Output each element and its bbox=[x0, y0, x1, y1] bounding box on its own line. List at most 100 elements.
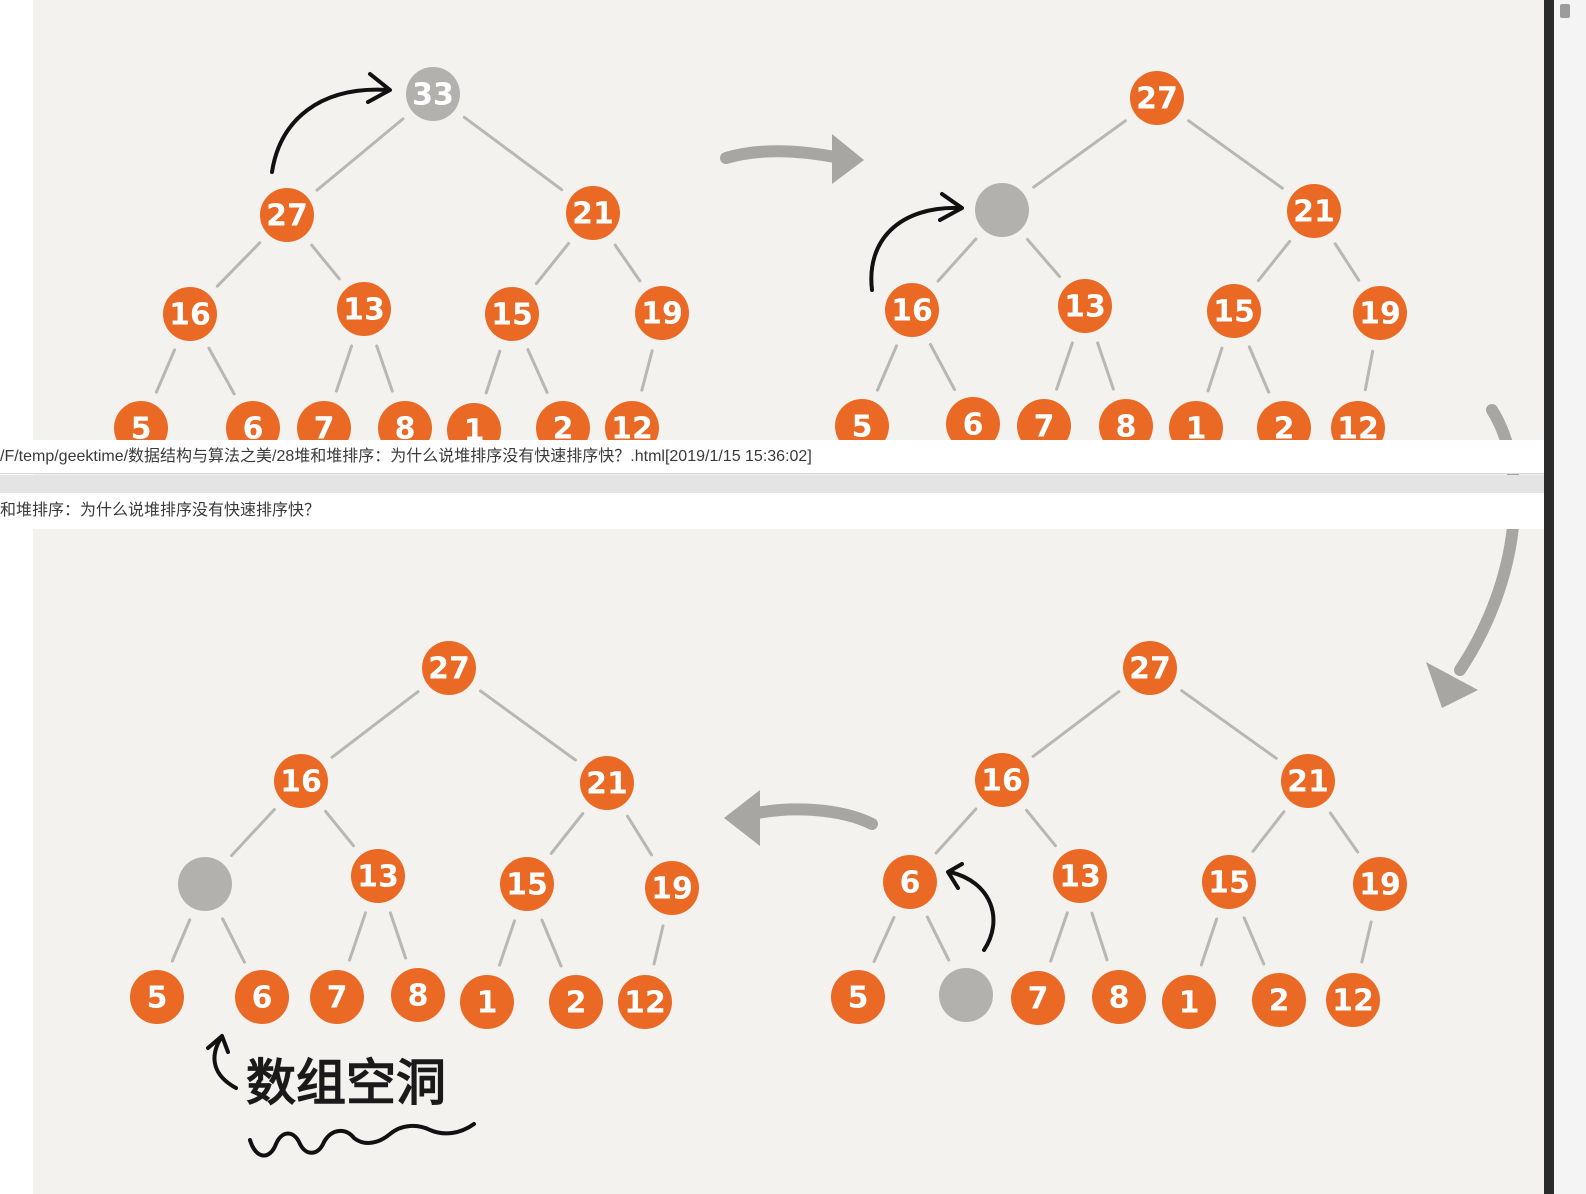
tree-1-node-label: 6 bbox=[243, 412, 264, 447]
tree-3-edge bbox=[330, 690, 420, 759]
tree-1-node-label: 21 bbox=[572, 197, 614, 232]
tree-1-node bbox=[566, 186, 620, 240]
tree-3-node-label: 15 bbox=[506, 868, 548, 903]
tree-1-node-label: 8 bbox=[395, 412, 416, 447]
tree-3-edge bbox=[230, 808, 276, 857]
tree-3-node-label: 27 bbox=[428, 652, 470, 687]
step-arrowhead-icon bbox=[724, 790, 760, 846]
step-arrow-right-icon bbox=[720, 145, 846, 164]
tree-1-edge bbox=[534, 241, 571, 286]
tree-4-hole-node bbox=[939, 968, 993, 1022]
tree-4-edge bbox=[1180, 689, 1278, 760]
tree-4-node bbox=[1326, 973, 1380, 1027]
tree-4-node bbox=[1011, 971, 1065, 1025]
tree-2-node-label: 15 bbox=[1213, 295, 1255, 330]
page-title-bar: 和堆排序：为什么说堆排序没有快速排序快？ bbox=[0, 493, 1544, 529]
tree-3-edge bbox=[652, 924, 665, 966]
tree-1-node-label: 33 bbox=[412, 78, 454, 113]
tree-4-node-label: 8 bbox=[1109, 981, 1130, 1016]
tree-4-node-label: 27 bbox=[1129, 652, 1171, 687]
tree-3-edge bbox=[498, 919, 516, 967]
tree-3-node bbox=[391, 968, 445, 1022]
tree-4-node-label: 21 bbox=[1287, 765, 1329, 800]
tree-3-node bbox=[422, 641, 476, 695]
file-path-bar: /F/temp/geektime/数据结构与算法之美/28堆和堆排序：为什么说堆… bbox=[0, 440, 1544, 474]
tree-3-node-label: 21 bbox=[586, 767, 628, 802]
tree-2-hole-node bbox=[975, 183, 1029, 237]
tree-3-edge bbox=[626, 814, 653, 857]
tree-4-node-label: 15 bbox=[1208, 866, 1250, 901]
tree-3-node-label: 6 bbox=[252, 981, 273, 1016]
tree-1-edge bbox=[613, 243, 642, 283]
tree-3-node-label: 19 bbox=[651, 872, 693, 907]
tree-3-node-label: 5 bbox=[147, 981, 168, 1016]
tree-3-node-label: 12 bbox=[624, 986, 666, 1021]
tree-4-node-label: 5 bbox=[848, 981, 869, 1016]
tree-3-edge bbox=[324, 809, 355, 848]
tree-3-edge bbox=[221, 917, 246, 964]
step-arrowhead-icon bbox=[832, 134, 864, 184]
tree-3-node-label: 16 bbox=[280, 765, 322, 800]
tree-1-edge bbox=[207, 346, 236, 396]
tree-1-edge bbox=[462, 115, 564, 192]
tree-1-node-label: 19 bbox=[641, 297, 683, 332]
tree-2-edge bbox=[1055, 341, 1074, 391]
tree-2-node-label: 16 bbox=[891, 294, 933, 329]
tree-1-edge bbox=[334, 344, 354, 393]
tree-2-edge bbox=[1096, 341, 1115, 391]
tree-4-node-label: 16 bbox=[981, 764, 1023, 799]
tree-4-edge bbox=[925, 915, 951, 962]
tree-4-node bbox=[1202, 855, 1256, 909]
tree-2-node-label: 6 bbox=[963, 408, 984, 443]
tree-2-edge bbox=[875, 344, 899, 392]
tree-1-node-label: 27 bbox=[266, 199, 308, 234]
tree-1-node-label: 13 bbox=[343, 293, 385, 328]
tree-1-node-label: 5 bbox=[131, 412, 152, 447]
tree-4-node bbox=[1162, 975, 1216, 1029]
tree-4-node-label: 12 bbox=[1332, 984, 1374, 1019]
tree-1-edge bbox=[154, 348, 177, 394]
tree-3-edge bbox=[348, 911, 367, 962]
tree-4-node-label: 6 bbox=[900, 866, 921, 901]
scrollbar[interactable] bbox=[1544, 0, 1554, 1194]
tree-2-node bbox=[1287, 184, 1341, 238]
move-up-arrowhead-icon bbox=[366, 72, 392, 104]
tree-4-node bbox=[1123, 641, 1177, 695]
left-margin bbox=[0, 0, 33, 1194]
tree-3-node bbox=[580, 756, 634, 810]
tree-4-node bbox=[1092, 970, 1146, 1024]
tree-2-edge bbox=[1256, 239, 1292, 283]
tree-1-node-label: 1 bbox=[464, 414, 485, 449]
tree-3-node bbox=[351, 849, 405, 903]
move-up-arrow-icon bbox=[270, 87, 390, 174]
tree-2-edge bbox=[936, 237, 978, 283]
tree-4-node bbox=[1281, 754, 1335, 808]
tree-4-edge bbox=[934, 807, 978, 855]
annotation-arrow-icon bbox=[206, 1034, 238, 1090]
tree-1-node bbox=[163, 287, 217, 341]
tree-4-edge bbox=[1328, 811, 1360, 854]
annotation-underline-icon bbox=[248, 1122, 476, 1158]
tree-2-node bbox=[1207, 284, 1261, 338]
tree-3-hole-node bbox=[178, 857, 232, 911]
tree-2-edge bbox=[1363, 349, 1375, 392]
step-arrowhead-icon bbox=[1426, 662, 1478, 708]
tree-2-node bbox=[1058, 279, 1112, 333]
tree-1-edge bbox=[215, 241, 262, 288]
tree-3-node-label: 7 bbox=[327, 981, 348, 1016]
tree-2-node bbox=[1130, 71, 1184, 125]
tree-4-node bbox=[883, 855, 937, 909]
tree-1-node-label: 16 bbox=[169, 298, 211, 333]
tree-4-node-label: 13 bbox=[1059, 860, 1101, 895]
scrollbar-track bbox=[1554, 0, 1586, 1194]
tree-3-node bbox=[549, 975, 603, 1029]
tree-3-node-label: 2 bbox=[566, 986, 587, 1021]
tree-3-node-label: 13 bbox=[357, 860, 399, 895]
tree-4-node bbox=[975, 753, 1029, 807]
tree-3-node bbox=[460, 975, 514, 1029]
scrollbar-thumb[interactable] bbox=[1560, 4, 1570, 18]
tree-1-node bbox=[260, 188, 314, 242]
tree-2-node-label: 19 bbox=[1359, 297, 1401, 332]
tree-4-edge bbox=[1049, 911, 1069, 963]
